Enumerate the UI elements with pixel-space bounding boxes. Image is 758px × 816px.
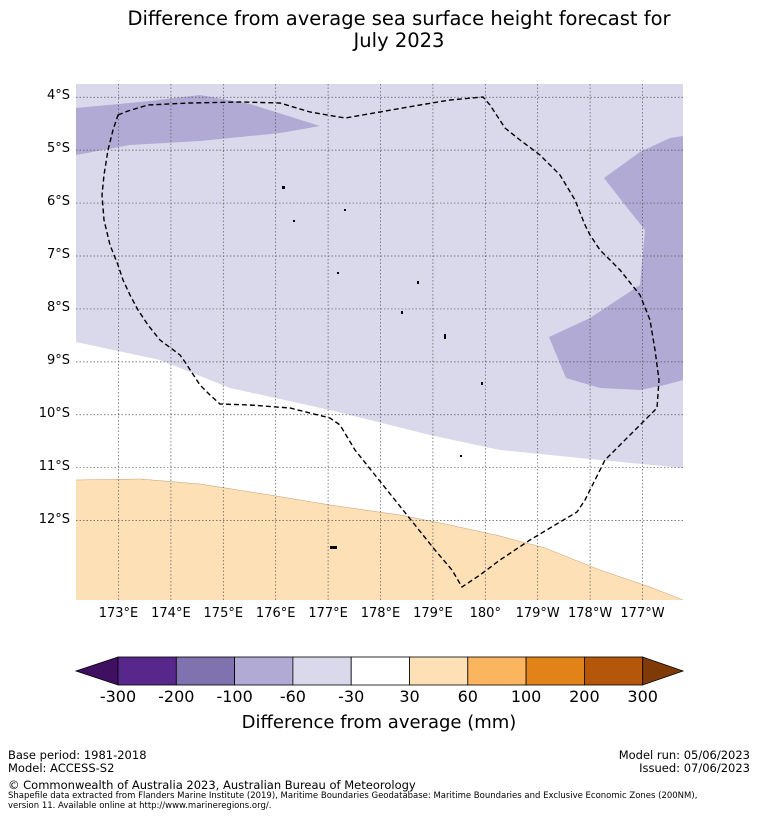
- lat-label: 11°S: [38, 458, 70, 474]
- copyright: © Commonwealth of Australia 2023, Austra…: [8, 778, 416, 792]
- colorbar-tick-label: -200: [158, 687, 195, 706]
- island: [293, 220, 295, 222]
- colorbar-segment: [409, 656, 469, 686]
- islands: [282, 186, 483, 549]
- anomaly-region-south-orange: [76, 479, 683, 600]
- colorbar-tick-label: 200: [569, 687, 600, 706]
- lon-label: 178°W: [568, 606, 613, 621]
- lat-label: 9°S: [46, 352, 70, 368]
- island: [444, 334, 446, 339]
- model-name: Model: ACCESS-S2: [8, 761, 115, 775]
- island: [330, 546, 337, 549]
- colorbar-tick-label: 100: [510, 687, 542, 706]
- colorbar-segment: [175, 656, 236, 686]
- colorbar-tick-label: -300: [99, 687, 137, 706]
- colorbar-tick-label: 60: [457, 687, 478, 706]
- colorbar-segment: [467, 656, 527, 686]
- lat-label: 6°S: [46, 194, 70, 210]
- colorbar-segment: [117, 656, 177, 686]
- colorbar-segment: [350, 656, 410, 686]
- colorbar-segment: [234, 656, 294, 686]
- footer-right: Model run: 05/06/2023 Issued: 07/06/2023: [619, 749, 750, 775]
- lon-label: 174°E: [151, 606, 191, 621]
- lat-label: 7°S: [46, 247, 70, 262]
- chart-title: Difference from average sea surface heig…: [0, 8, 758, 52]
- lat-label: 8°S: [46, 299, 70, 315]
- island: [344, 209, 346, 211]
- island: [337, 272, 339, 274]
- lon-label: 180°: [469, 606, 501, 621]
- model-run: Model run: 05/06/2023: [618, 748, 750, 762]
- lon-label: 173°E: [98, 606, 139, 621]
- issued-date: Issued: 07/06/2023: [639, 761, 750, 775]
- colorbar-tick-label: -60: [279, 687, 306, 706]
- island: [481, 382, 483, 385]
- lon-label: 178°E: [360, 606, 401, 621]
- map-plot: [76, 84, 683, 600]
- colorbar-segment: [525, 656, 585, 686]
- colorbar-tick-label: -30: [338, 687, 365, 706]
- anomaly-region-light-purple: [76, 84, 683, 468]
- map-area: [76, 84, 683, 600]
- lon-label: 176°E: [255, 606, 296, 621]
- colorbar-extend-high: [642, 656, 685, 686]
- lon-label: 177°E: [308, 606, 348, 621]
- lon-label: 177°W: [620, 606, 665, 621]
- island: [282, 186, 285, 189]
- colorbar-tick-label: -100: [216, 687, 253, 706]
- island: [401, 311, 403, 314]
- lon-label: 175°E: [203, 606, 244, 621]
- shapefile-credit-line-2: version 11. Available online at http://w…: [8, 801, 272, 811]
- footer-left: Base period: 1981-2018 Model: ACCESS-S2: [8, 749, 147, 775]
- lat-label: 10°S: [38, 405, 70, 421]
- colorbar-segment: [584, 656, 644, 686]
- eez-boundary: [101, 96, 660, 588]
- colorbar-segment: [292, 656, 352, 686]
- anomaly-region-nw-purple: [76, 95, 320, 155]
- colorbar-tick-label: 30: [399, 687, 420, 706]
- lon-label: 179°E: [413, 606, 453, 621]
- lat-label: 4°S: [46, 88, 70, 104]
- colorbar-title: Difference from average (mm): [241, 712, 517, 733]
- anomaly-region-east-purple: [549, 136, 683, 390]
- colorbar-tick-label: 300: [627, 687, 658, 706]
- base-period: Base period: 1981-2018: [8, 748, 147, 762]
- colorbar: [74, 656, 685, 686]
- island: [460, 455, 462, 457]
- shapefile-credit: Shapefile data extracted from Flanders M…: [8, 791, 758, 811]
- lon-label: 179°W: [515, 606, 560, 621]
- title-line-2: July 2023: [353, 29, 445, 52]
- lat-label: 5°S: [46, 141, 70, 157]
- shapefile-credit-line-1: Shapefile data extracted from Flanders M…: [8, 791, 698, 801]
- island: [417, 281, 419, 284]
- title-line-1: Difference from average sea surface heig…: [127, 7, 671, 30]
- colorbar-extend-low: [74, 656, 119, 686]
- lat-label: 12°S: [38, 511, 70, 527]
